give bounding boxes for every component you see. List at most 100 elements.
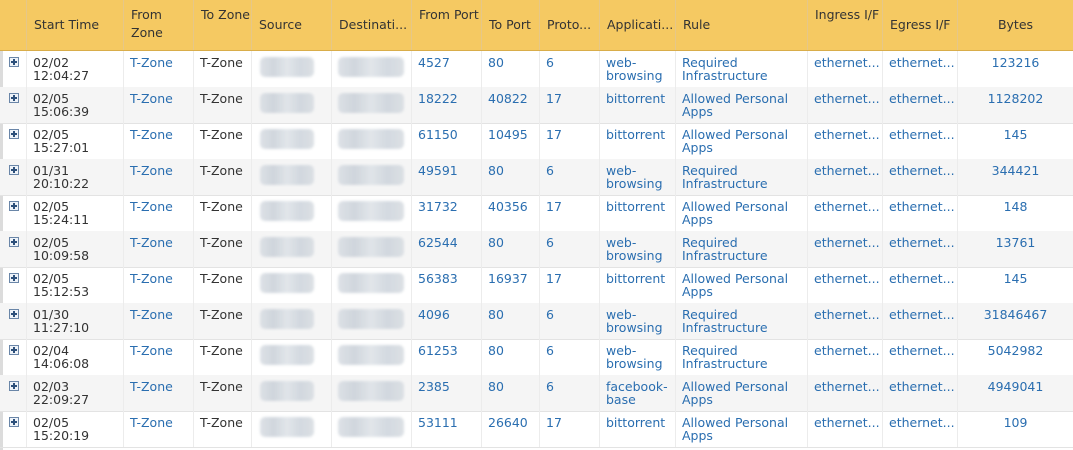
- table-row[interactable]: 02/05 15:20:19 T-Zone T-Zone 53111 26640 17 bi…: [0, 411, 1073, 448]
- cell-to-port[interactable]: 80: [482, 303, 540, 339]
- cell-from-zone[interactable]: T-Zone: [124, 159, 194, 195]
- cell-egress[interactable]: ethernet...: [883, 375, 958, 411]
- cell-rule[interactable]: Allowed Personal Apps: [676, 375, 808, 411]
- cell-egress[interactable]: ethernet...: [883, 411, 958, 447]
- cell-from-zone[interactable]: T-Zone: [124, 123, 194, 159]
- cell-bytes[interactable]: 344421: [991, 163, 1040, 178]
- table-row[interactable]: 02/05 15:24:11 T-Zone T-Zone 31732 40356 17 bi…: [0, 195, 1073, 232]
- cell-egress[interactable]: ethernet...: [883, 51, 958, 87]
- header-ingress-if[interactable]: Ingress I/F: [808, 0, 883, 50]
- cell-application[interactable]: facebook-base: [600, 375, 676, 411]
- header-bytes[interactable]: Bytes: [997, 17, 1034, 32]
- table-row[interactable]: 02/02 12:04:27 T-Zone T-Zone 4527 80 6 web-bro…: [0, 51, 1073, 88]
- expand-plus-icon[interactable]: [9, 201, 19, 211]
- cell-bytes[interactable]: 145: [1003, 127, 1028, 142]
- expand-plus-icon[interactable]: [9, 93, 19, 103]
- cell-from-zone[interactable]: T-Zone: [124, 87, 194, 123]
- cell-to-port[interactable]: 80: [482, 375, 540, 411]
- cell-application[interactable]: web-browsing: [600, 231, 676, 267]
- cell-bytes[interactable]: 4949041: [987, 379, 1044, 394]
- cell-ingress[interactable]: ethernet...: [808, 375, 883, 411]
- cell-bytes[interactable]: 5042982: [987, 343, 1044, 358]
- cell-ingress[interactable]: ethernet...: [808, 339, 883, 375]
- cell-to-port[interactable]: 40822: [482, 87, 540, 123]
- cell-egress[interactable]: ethernet...: [883, 87, 958, 123]
- header-egress-if[interactable]: Egress I/F: [883, 0, 958, 50]
- cell-to-port[interactable]: 80: [482, 159, 540, 195]
- cell-from-zone[interactable]: T-Zone: [124, 51, 194, 87]
- expand-plus-icon[interactable]: [9, 381, 19, 391]
- cell-ingress[interactable]: ethernet...: [808, 231, 883, 267]
- table-row[interactable]: 02/04 14:06:08 T-Zone T-Zone 61253 80 6 web-br…: [0, 339, 1073, 376]
- cell-protocol[interactable]: 6: [540, 51, 600, 87]
- cell-ingress[interactable]: ethernet...: [808, 87, 883, 123]
- cell-application[interactable]: web-browsing: [600, 51, 676, 87]
- header-from-port[interactable]: From Port: [412, 0, 482, 50]
- cell-protocol[interactable]: 17: [540, 411, 600, 447]
- expand-plus-icon[interactable]: [9, 417, 19, 427]
- cell-application[interactable]: web-browsing: [600, 339, 676, 375]
- cell-bytes[interactable]: 123216: [991, 55, 1040, 70]
- cell-egress[interactable]: ethernet...: [883, 123, 958, 159]
- cell-from-port[interactable]: 62544: [412, 231, 482, 267]
- cell-to-port[interactable]: 80: [482, 339, 540, 375]
- cell-to-port[interactable]: 80: [482, 51, 540, 87]
- cell-bytes[interactable]: 148: [1003, 199, 1028, 214]
- cell-ingress[interactable]: ethernet...: [808, 267, 883, 303]
- cell-from-port[interactable]: 31732: [412, 195, 482, 231]
- expand-plus-icon[interactable]: [9, 57, 19, 67]
- cell-ingress[interactable]: ethernet...: [808, 195, 883, 231]
- header-start-time[interactable]: Start Time: [27, 0, 124, 50]
- cell-from-port[interactable]: 2385: [412, 375, 482, 411]
- table-row[interactable]: 02/05 15:12:53 T-Zone T-Zone 56383 16937 17 bi…: [0, 267, 1073, 304]
- header-rule[interactable]: Rule: [676, 0, 808, 50]
- cell-application[interactable]: bittorrent: [600, 411, 676, 447]
- header-destination[interactable]: Destinati...: [332, 0, 412, 50]
- cell-application[interactable]: bittorrent: [600, 123, 676, 159]
- cell-bytes[interactable]: 13761: [995, 235, 1036, 250]
- cell-from-zone[interactable]: T-Zone: [124, 231, 194, 267]
- cell-from-port[interactable]: 56383: [412, 267, 482, 303]
- header-protocol[interactable]: Proto...: [540, 0, 600, 50]
- cell-bytes[interactable]: 31846467: [983, 307, 1048, 322]
- cell-ingress[interactable]: ethernet...: [808, 159, 883, 195]
- cell-from-zone[interactable]: T-Zone: [124, 195, 194, 231]
- cell-rule[interactable]: Allowed Personal Apps: [676, 87, 808, 123]
- header-to-zone[interactable]: To Zone: [194, 0, 252, 50]
- cell-rule[interactable]: Allowed Personal Apps: [676, 267, 808, 303]
- header-from-zone[interactable]: From Zone: [124, 0, 194, 50]
- header-application[interactable]: Applicati...: [600, 0, 676, 50]
- cell-from-zone[interactable]: T-Zone: [124, 267, 194, 303]
- cell-application[interactable]: web-browsing: [600, 303, 676, 339]
- cell-from-zone[interactable]: T-Zone: [124, 303, 194, 339]
- cell-rule[interactable]: Required Infrastructure: [676, 159, 808, 195]
- cell-ingress[interactable]: ethernet...: [808, 411, 883, 447]
- cell-from-port[interactable]: 53111: [412, 411, 482, 447]
- cell-egress[interactable]: ethernet...: [883, 267, 958, 303]
- cell-bytes[interactable]: 1128202: [987, 91, 1044, 106]
- header-source[interactable]: Source: [252, 0, 332, 50]
- cell-egress[interactable]: ethernet...: [883, 303, 958, 339]
- table-row[interactable]: 02/05 15:27:01 T-Zone T-Zone 61150 10495 17 bi…: [0, 123, 1073, 160]
- cell-to-port[interactable]: 16937: [482, 267, 540, 303]
- cell-to-port[interactable]: 26640: [482, 411, 540, 447]
- cell-bytes[interactable]: 109: [1003, 415, 1028, 430]
- cell-protocol[interactable]: 17: [540, 267, 600, 303]
- cell-egress[interactable]: ethernet...: [883, 195, 958, 231]
- cell-from-port[interactable]: 4527: [412, 51, 482, 87]
- cell-protocol[interactable]: 6: [540, 303, 600, 339]
- table-row[interactable]: 02/05 15:06:39 T-Zone T-Zone 18222 40822 17 bi…: [0, 87, 1073, 124]
- cell-from-port[interactable]: 61253: [412, 339, 482, 375]
- cell-protocol[interactable]: 6: [540, 375, 600, 411]
- cell-protocol[interactable]: 6: [540, 231, 600, 267]
- cell-from-port[interactable]: 49591: [412, 159, 482, 195]
- cell-to-port[interactable]: 80: [482, 231, 540, 267]
- cell-application[interactable]: web-browsing: [600, 159, 676, 195]
- cell-protocol[interactable]: 17: [540, 195, 600, 231]
- cell-rule[interactable]: Required Infrastructure: [676, 231, 808, 267]
- expand-plus-icon[interactable]: [9, 309, 19, 319]
- cell-rule[interactable]: Required Infrastructure: [676, 303, 808, 339]
- table-row[interactable]: 01/31 20:10:22 T-Zone T-Zone 49591 80 6 web-br…: [0, 159, 1073, 196]
- cell-application[interactable]: bittorrent: [600, 195, 676, 231]
- cell-from-port[interactable]: 18222: [412, 87, 482, 123]
